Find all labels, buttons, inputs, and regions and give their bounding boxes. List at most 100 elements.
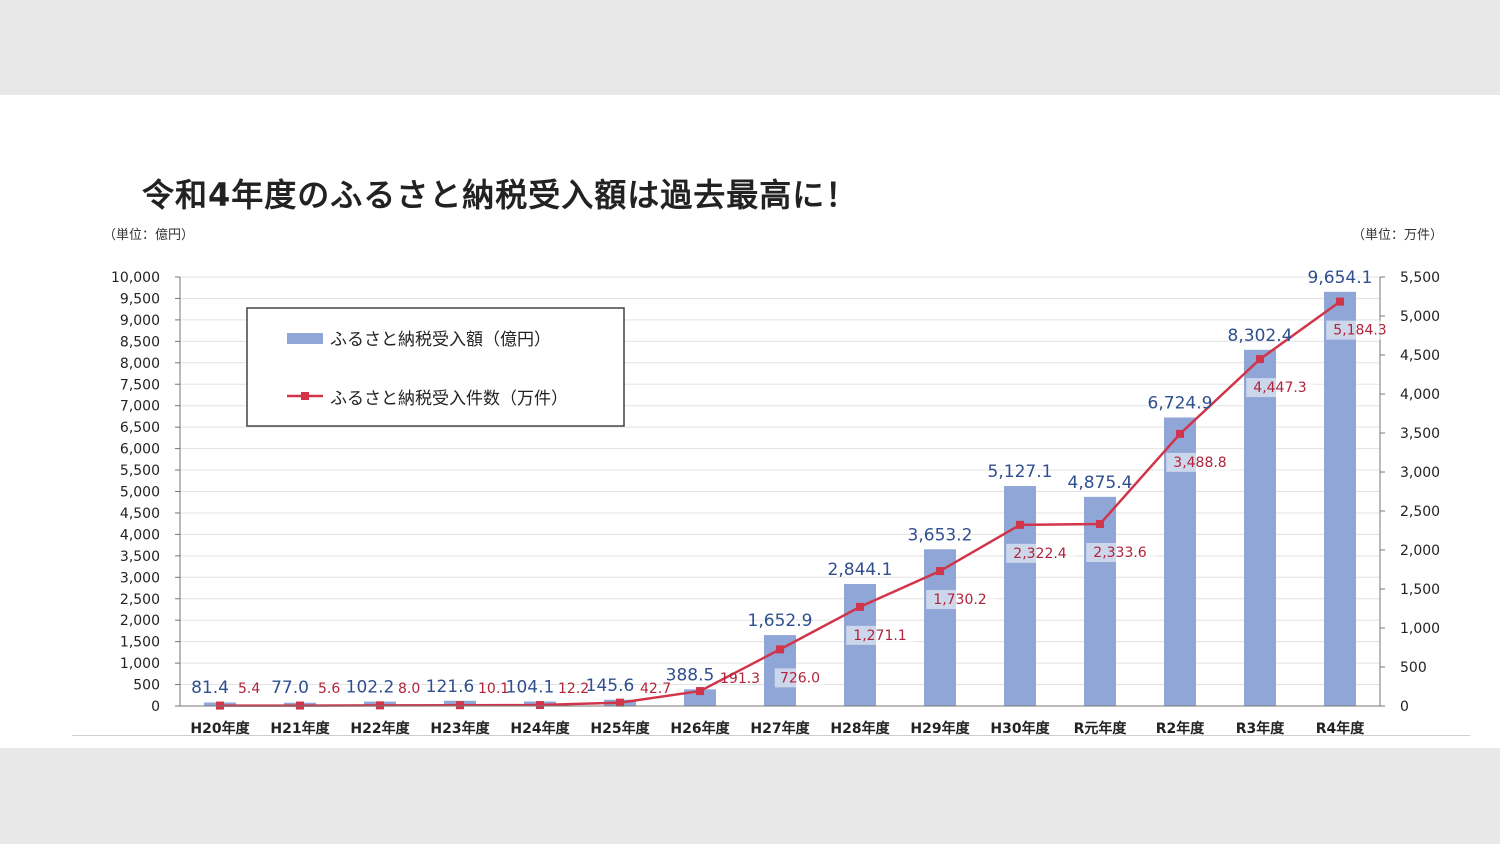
line-value-label: 5.4: [238, 681, 260, 697]
right-tick-label: 0: [1400, 699, 1409, 715]
line-value-label: 5,184.3: [1333, 323, 1386, 339]
page-title: 令和4年度のふるさと納税受入額は過去最高に！: [142, 176, 859, 214]
left-tick-label: 7,500: [120, 377, 160, 393]
line-point: [376, 701, 384, 710]
right-tick-label: 1,500: [1400, 582, 1440, 598]
left-tick-label: 4,500: [120, 506, 160, 522]
line-point: [936, 567, 944, 576]
left-tick-label: 1,000: [120, 656, 160, 672]
x-tick-label: H29年度: [910, 720, 970, 737]
line-label-bg: [1006, 543, 1074, 563]
left-tick-label: 5,500: [120, 463, 160, 479]
line-value-label: 2,322.4: [1013, 546, 1067, 562]
bar-value-label: 102.2: [346, 678, 395, 698]
bar-value-label: 104.1: [506, 678, 555, 698]
left-tick-label: 2,000: [120, 613, 160, 629]
bar-value-label: 145.6: [586, 676, 635, 696]
left-axis-unit: （単位：億円）: [103, 228, 195, 243]
legend-line-label: ふるさと納税受入件数（万件）: [330, 389, 568, 409]
line-label-bg: [1166, 452, 1234, 472]
right-tick-label: 4,500: [1400, 348, 1440, 364]
bar: [1324, 291, 1356, 706]
line-label-bg: [1246, 378, 1314, 398]
left-tick-label: 5,000: [120, 485, 160, 501]
bar-value-label: 8,302.4: [1228, 326, 1293, 346]
x-tick-label: R2年度: [1156, 720, 1206, 737]
legend-box: [246, 307, 625, 427]
bar-value-label: 6,724.9: [1148, 394, 1213, 414]
right-tick-label: 5,500: [1400, 270, 1440, 286]
line-value-label: 12.2: [558, 681, 589, 697]
left-tick-label: 3,500: [120, 549, 160, 565]
x-tick-label: R元年度: [1074, 720, 1128, 737]
right-tick-label: 2,000: [1400, 543, 1440, 559]
line-value-label: 726.0: [780, 670, 820, 686]
bar-value-label: 5,127.1: [988, 462, 1053, 482]
legend-line-marker: [301, 392, 309, 400]
right-tick-label: 3,500: [1400, 426, 1440, 442]
divider: [72, 735, 1470, 736]
line-point: [776, 645, 784, 654]
data-labels: 81.4 77.0 102.2 121.6 104.1 145.6 388.5 1,652.9…: [191, 268, 1394, 698]
left-tick-label: 8,500: [120, 334, 160, 350]
line-point: [856, 602, 864, 611]
line-value-label: 1,730.2: [933, 592, 986, 608]
line-value-label: 2,333.6: [1093, 545, 1147, 561]
x-tick-label: R3年度: [1236, 720, 1286, 737]
left-tick-label: 10,000: [111, 270, 160, 286]
line-value-label: 191.3: [720, 671, 760, 687]
bar-value-label: 81.4: [191, 678, 229, 698]
line-point: [1096, 519, 1104, 528]
line-value-label: 8.0: [398, 681, 420, 697]
legend-bar-label: ふるさと納税受入額（億円）: [330, 330, 551, 350]
line-point: [616, 698, 624, 707]
bar-value-label: 388.5: [666, 665, 715, 685]
x-tick-label: H20年度: [190, 720, 250, 737]
bar-value-label: 1,652.9: [748, 611, 813, 631]
right-tick-label: 2,500: [1400, 504, 1440, 520]
line-point: [696, 687, 704, 696]
right-tick-label: 5,000: [1400, 309, 1440, 325]
bar-value-label: 2,844.1: [828, 560, 893, 580]
right-tick-label: 1,000: [1400, 621, 1440, 637]
left-tick-label: 9,000: [120, 313, 160, 329]
left-tick-label: 3,000: [120, 570, 160, 586]
legend-bar-swatch: [287, 333, 323, 344]
bar-value-label: 121.6: [426, 677, 475, 697]
chart-legend: ふるさと納税受入額（億円） ふるさと納税受入件数（万件）: [246, 307, 625, 427]
x-tick-label: H26年度: [670, 720, 730, 737]
line-value-label: 1,271.1: [853, 628, 906, 644]
x-tick-label: H27年度: [750, 720, 810, 737]
line-point: [456, 701, 464, 710]
bar-value-label: 4,875.4: [1068, 473, 1133, 493]
bar-value-label: 3,653.2: [908, 525, 973, 545]
right-axis-unit: （単位：万件）: [1352, 228, 1444, 243]
x-tick-label: H21年度: [270, 720, 330, 737]
x-tick-label: H24年度: [510, 720, 570, 737]
left-tick-label: 4,000: [120, 527, 160, 543]
line-value-label: 10.1: [478, 681, 509, 697]
right-tick-label: 4,000: [1400, 387, 1440, 403]
line-point: [1176, 429, 1184, 438]
left-tick-label: 6,000: [120, 442, 160, 458]
x-tick-label: H22年度: [350, 720, 410, 737]
line-value-label: 4,447.3: [1253, 380, 1306, 396]
line-point: [1016, 520, 1024, 529]
line-value-label: 42.7: [640, 681, 671, 697]
left-tick-label: 500: [133, 678, 160, 694]
bar: [1004, 486, 1036, 706]
left-tick-label: 7,000: [120, 399, 160, 415]
right-tick-label: 500: [1400, 660, 1427, 676]
left-tick-label: 9,500: [120, 291, 160, 307]
bar-series: [204, 291, 1356, 706]
line-label-bg: [1086, 542, 1154, 562]
line-label-bg: [846, 625, 914, 645]
line-value-label: 5.6: [318, 681, 340, 697]
x-tick-label: H25年度: [590, 720, 650, 737]
bar: [1084, 496, 1116, 706]
x-tick-label: R4年度: [1316, 720, 1366, 737]
left-tick-label: 6,500: [120, 420, 160, 436]
line-point: [1256, 355, 1264, 364]
axes: 0 500 1,000 1,500 2,000 2,500 3,000 3,500 4,000 4…: [111, 270, 1440, 737]
